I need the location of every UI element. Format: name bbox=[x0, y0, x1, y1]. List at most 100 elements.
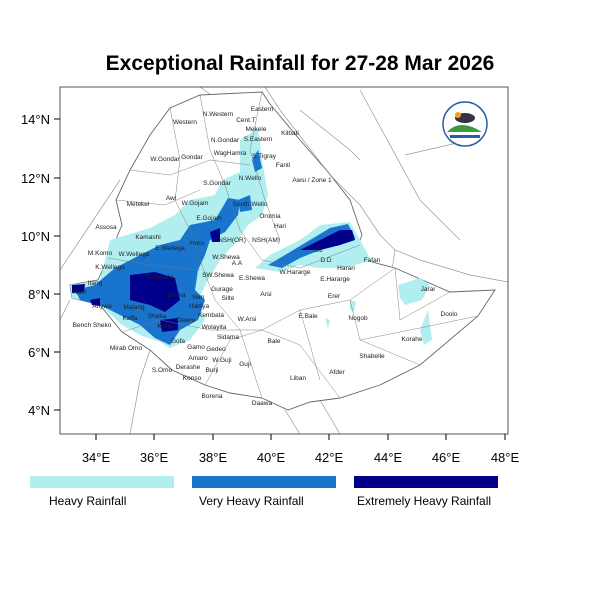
region-label: Gondar bbox=[181, 154, 204, 161]
region-label: Borena bbox=[202, 393, 223, 400]
region-label: Oromia bbox=[259, 213, 281, 220]
region-label: Erer bbox=[328, 293, 341, 300]
region-label: Jimma bbox=[166, 292, 186, 299]
neighbor-border bbox=[60, 87, 508, 434]
region-label: Jarar bbox=[421, 286, 437, 293]
region-label: Sidama bbox=[217, 334, 239, 341]
region-boundaries bbox=[107, 91, 479, 399]
region-label: Amaro bbox=[188, 355, 208, 362]
legend-label-very-heavy: Very Heavy Rainfall bbox=[199, 494, 304, 508]
region-label: Guji bbox=[239, 361, 251, 368]
y-tick-label: 8°N bbox=[28, 287, 50, 302]
region-label: B.Bedele bbox=[147, 274, 174, 281]
region-label: Bale bbox=[267, 338, 280, 345]
region-label: Gurage bbox=[211, 286, 233, 293]
x-tick-label: 36°E bbox=[140, 450, 169, 465]
region-label: Itang bbox=[88, 280, 103, 287]
region-label: W.Shewa bbox=[212, 254, 240, 261]
region-label: S.Eastern bbox=[244, 136, 273, 143]
region-label: E.Bale bbox=[298, 313, 318, 320]
region-label: S.Gondar bbox=[203, 180, 232, 187]
region-label: Kembata bbox=[198, 312, 224, 319]
region-label: Konso bbox=[183, 375, 202, 382]
region-label: W.Arsi bbox=[238, 316, 257, 323]
x-tick-label: 44°E bbox=[374, 450, 403, 465]
region-label: W.Gondar bbox=[150, 156, 180, 163]
region-label: E.Gojam bbox=[196, 215, 221, 222]
region-label: E.Shewa bbox=[239, 275, 265, 282]
legend-label-extreme: Extremely Heavy Rainfall bbox=[357, 494, 492, 508]
region-label: Doolo bbox=[441, 311, 458, 318]
y-tick-label: 14°N bbox=[21, 112, 50, 127]
region-label: Assosa bbox=[95, 224, 117, 231]
region-label: Derashe bbox=[176, 364, 201, 371]
region-label: N.Gondar bbox=[211, 137, 240, 144]
region-label: Metekel bbox=[127, 201, 150, 208]
region-label: Harari bbox=[337, 265, 355, 272]
region-label: Afder bbox=[329, 369, 345, 376]
region-label: South Wello bbox=[233, 201, 268, 208]
region-label: NSH(OR) bbox=[218, 237, 246, 244]
region-label: Eastern bbox=[251, 106, 274, 113]
region-label: W.Wellega bbox=[119, 251, 150, 258]
region-label: Cent.T bbox=[236, 117, 256, 124]
region-label: N.Western bbox=[203, 111, 234, 118]
legend-swatch-very-heavy bbox=[192, 476, 336, 488]
region-label: Silte bbox=[222, 295, 235, 302]
region-label: Gamo bbox=[187, 344, 205, 351]
x-tick-label: 48°E bbox=[491, 450, 520, 465]
region-label: Bench Sheko bbox=[73, 322, 112, 329]
region-label: Fanti bbox=[276, 162, 290, 169]
region-label: Kaffa bbox=[122, 315, 137, 322]
region-label: Anywa bbox=[92, 303, 112, 310]
legend-swatch-extreme bbox=[354, 476, 498, 488]
region-label: Burji bbox=[205, 367, 218, 374]
region-label: W.Hararge bbox=[279, 269, 310, 276]
region-label: W.Guji bbox=[212, 357, 231, 364]
region-label: E.Wellega bbox=[155, 245, 185, 252]
region-label: A.A bbox=[232, 260, 243, 267]
region-label: Arsi bbox=[260, 291, 271, 298]
region-label: Nuer bbox=[73, 289, 88, 296]
region-label: Hadiya bbox=[189, 303, 210, 310]
x-tick-label: 34°E bbox=[82, 450, 111, 465]
region-label: Kamashi bbox=[135, 234, 160, 241]
region-label: S.Tigray bbox=[252, 153, 277, 160]
region-label: Awsi / Zone 1 bbox=[292, 177, 332, 184]
region-label: Western bbox=[173, 119, 197, 126]
region-label: Kilbati bbox=[281, 130, 299, 137]
region-label: Gedeo bbox=[206, 346, 226, 353]
region-label: E.Hararge bbox=[320, 276, 350, 283]
region-label: S.Omo bbox=[152, 367, 173, 374]
region-label: Fafan bbox=[364, 257, 381, 264]
region-label: D.D bbox=[320, 257, 332, 264]
region-label: WagHamra bbox=[214, 150, 247, 157]
region-label: Konta bbox=[158, 323, 175, 330]
region-label: SW.Shewa bbox=[202, 272, 234, 279]
region-label: Daawa bbox=[252, 400, 273, 407]
region-label: M.Komo bbox=[88, 250, 113, 257]
legend-swatch-heavy bbox=[30, 476, 174, 488]
region-label: Yem bbox=[192, 294, 205, 301]
region-label: NSH(AM) bbox=[252, 237, 280, 244]
extreme-rainfall-areas bbox=[72, 228, 355, 332]
x-tick-label: 46°E bbox=[432, 450, 461, 465]
region-label: K.Wellega bbox=[95, 264, 125, 271]
y-tick-label: 4°N bbox=[28, 403, 50, 418]
region-label: Siti bbox=[313, 247, 322, 254]
region-label: Mekele bbox=[246, 126, 267, 133]
region-label: W.Gojam bbox=[182, 200, 209, 207]
y-tick-label: 12°N bbox=[21, 171, 50, 186]
x-tick-label: 38°E bbox=[199, 450, 228, 465]
region-label: Sheka bbox=[148, 313, 167, 320]
region-label: Shabelle bbox=[359, 353, 385, 360]
x-tick-label: 40°E bbox=[257, 450, 286, 465]
region-label: Majang bbox=[123, 304, 145, 311]
region-label: N.Wello bbox=[239, 175, 262, 182]
x-tick-label: 42°E bbox=[315, 450, 344, 465]
region-label: Dawro bbox=[177, 317, 196, 324]
region-label: Nogob bbox=[348, 315, 368, 322]
legend-label-heavy: Heavy Rainfall bbox=[49, 494, 127, 508]
